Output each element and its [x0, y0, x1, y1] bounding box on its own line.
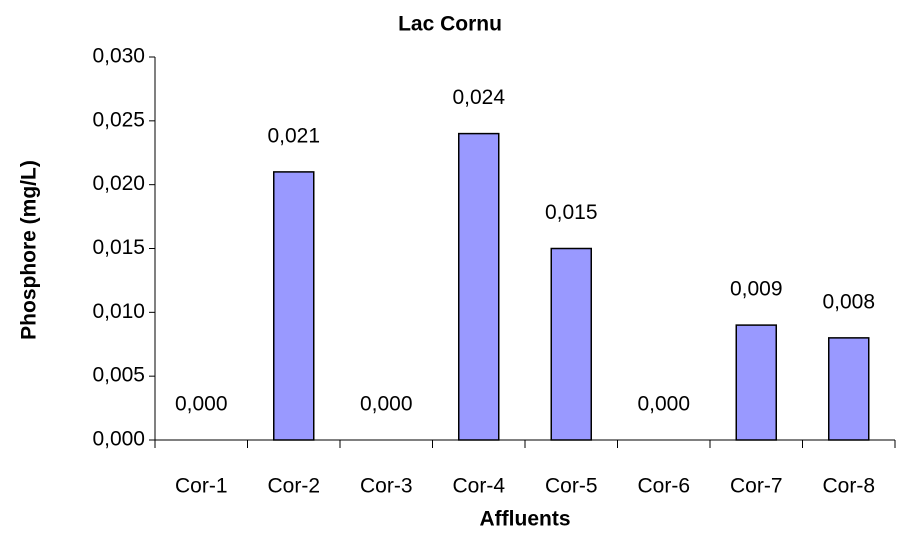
bar	[273, 171, 315, 441]
x-tick-label: Cor-6	[637, 475, 690, 498]
x-tick-label: Cor-3	[360, 475, 413, 498]
x-axis-label: Affluents	[480, 508, 571, 531]
data-label: 0,021	[267, 124, 320, 147]
data-label: 0,015	[545, 201, 598, 224]
data-label: 0,000	[360, 393, 413, 416]
x-tick-label: Cor-2	[267, 475, 320, 498]
bar	[828, 337, 870, 441]
x-tick-label: Cor-4	[452, 475, 505, 498]
y-tick-label: 0,015	[92, 236, 145, 259]
data-label: 0,024	[452, 86, 505, 109]
y-axis-label: Phosphore (mg/L)	[18, 160, 41, 340]
data-label: 0,008	[822, 290, 875, 313]
bar	[550, 247, 592, 441]
y-tick-label: 0,010	[92, 300, 145, 323]
y-tick-label: 0,000	[92, 428, 145, 451]
y-tick-label: 0,005	[92, 364, 145, 387]
chart-title: Lac Cornu	[398, 13, 502, 36]
x-tick-label: Cor-1	[175, 475, 228, 498]
data-label: 0,000	[175, 393, 228, 416]
y-tick-label: 0,030	[92, 45, 145, 68]
x-tick-label: Cor-7	[730, 475, 783, 498]
bar	[735, 324, 777, 441]
x-tick-label: Cor-8	[822, 475, 875, 498]
x-tick-label: Cor-5	[545, 475, 598, 498]
bar	[458, 132, 500, 441]
data-label: 0,009	[730, 278, 783, 301]
data-label: 0,000	[637, 393, 690, 416]
y-tick-label: 0,020	[92, 172, 145, 195]
y-tick-label: 0,025	[92, 108, 145, 131]
